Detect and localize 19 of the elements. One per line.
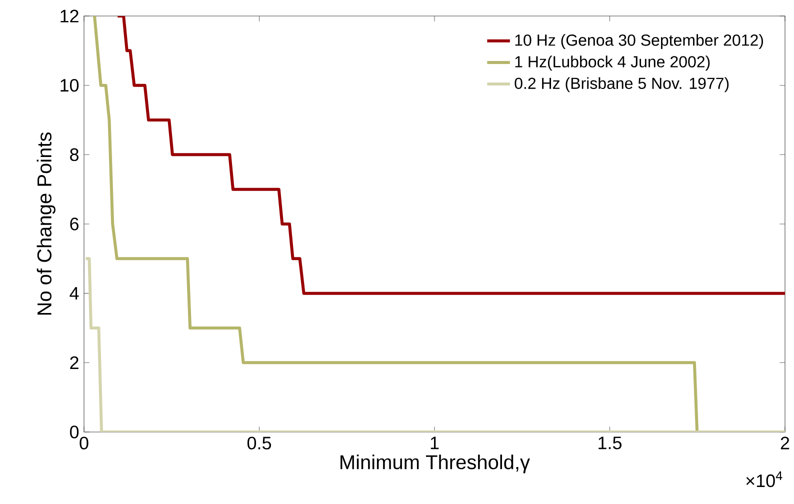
x-tick-label: 2 (780, 436, 790, 450)
x-tick-label: 0.5 (247, 436, 272, 450)
x-tick-label: 1.5 (598, 436, 622, 450)
line-series (116, 16, 785, 295)
text: ×10$^{4}$ (746, 471, 782, 488)
y-tick-label: 4 (70, 287, 79, 300)
legend-label: 0.2 Hz (Brisbane 5 Nov. 1977) (514, 77, 729, 92)
legend-label: 10 Hz (Genoa 30 September 2012) (515, 34, 763, 49)
legend-label: 1 Hz(Lubbock 4 June 2002) (515, 56, 710, 71)
y-tick-label: 6 (70, 218, 79, 230)
y-tick-label: 0 (70, 426, 79, 438)
x-tick-label: 0 (80, 436, 88, 450)
y-tick-label: 12 (60, 10, 78, 22)
x-tick-label: 1 (430, 436, 439, 450)
y-tick-label: 2 (70, 356, 78, 369)
y-axis-title: No of Change Points (36, 132, 56, 315)
y-tick-label: 10 (60, 78, 79, 92)
x-axis-title: Minimum Threshold,γ (340, 454, 530, 474)
y-tick-label: 8 (70, 148, 79, 162)
